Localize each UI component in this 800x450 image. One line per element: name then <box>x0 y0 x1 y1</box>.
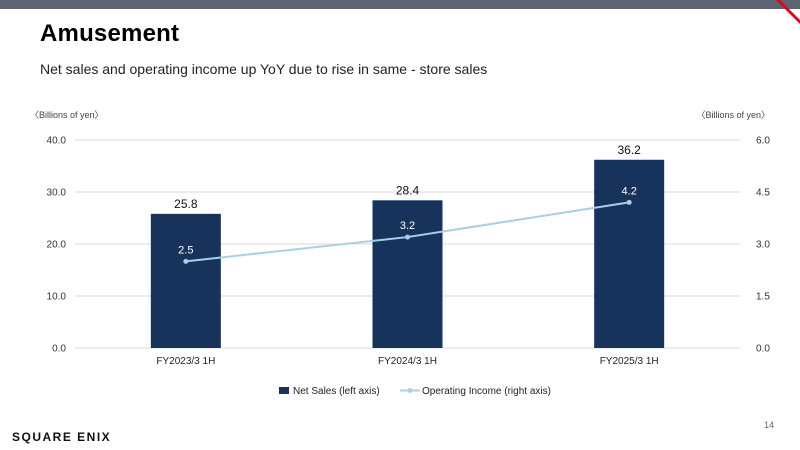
bar-net-sales <box>372 200 443 348</box>
bar-net-sales <box>594 159 665 348</box>
operating-income-value-label: 3.2 <box>400 220 415 232</box>
square-enix-logo: SQUARE ENIX <box>12 430 112 444</box>
operating-income-value-label: 4.2 <box>622 185 637 197</box>
legend-net-sales-swatch <box>279 387 289 394</box>
left-axis-tick-label: 20.0 <box>47 240 67 251</box>
right-axis-tick-label: 1.5 <box>756 292 770 303</box>
category-label: FY2024/3 1H <box>378 356 437 367</box>
right-axis-tick-label: 6.0 <box>756 136 770 147</box>
operating-income-point <box>183 258 189 264</box>
right-axis-tick-label: 3.0 <box>756 240 770 251</box>
legend-operating-income-label: Operating Income (right axis) <box>422 386 551 397</box>
legend-net-sales-label: Net Sales (left axis) <box>293 386 380 397</box>
bar-value-label: 28.4 <box>396 183 420 197</box>
bar-net-sales <box>150 213 221 348</box>
page-subtitle: Net sales and operating income up YoY du… <box>40 61 488 77</box>
right-axis-unit-label: 〈Billions of yen〉 <box>696 110 770 120</box>
page-number: 14 <box>763 420 774 430</box>
left-axis-unit-label: 〈Billions of yen〉 <box>30 110 104 120</box>
right-axis-tick-label: 0.0 <box>756 344 770 355</box>
top-bar <box>0 0 800 9</box>
left-axis-tick-label: 0.0 <box>52 344 66 355</box>
left-axis-tick-label: 40.0 <box>47 136 67 147</box>
operating-income-value-label: 2.5 <box>178 244 193 256</box>
bar-value-label: 36.2 <box>617 143 641 157</box>
legend-operating-income-marker <box>407 388 413 393</box>
category-label: FY2025/3 1H <box>600 356 659 367</box>
page-title: Amusement <box>40 20 180 47</box>
right-axis-tick-label: 4.5 <box>756 188 770 199</box>
bar-value-label: 25.8 <box>174 197 198 211</box>
category-label: FY2023/3 1H <box>156 356 215 367</box>
operating-income-point <box>405 234 410 240</box>
left-axis-tick-label: 10.0 <box>47 292 67 303</box>
left-axis-tick-label: 30.0 <box>47 188 67 199</box>
brand-accent-mark <box>776 0 800 24</box>
amusement-chart: 〈Billions of yen〉 〈Billions of yen〉 0.0 1… <box>30 110 770 397</box>
operating-income-point <box>626 199 632 205</box>
